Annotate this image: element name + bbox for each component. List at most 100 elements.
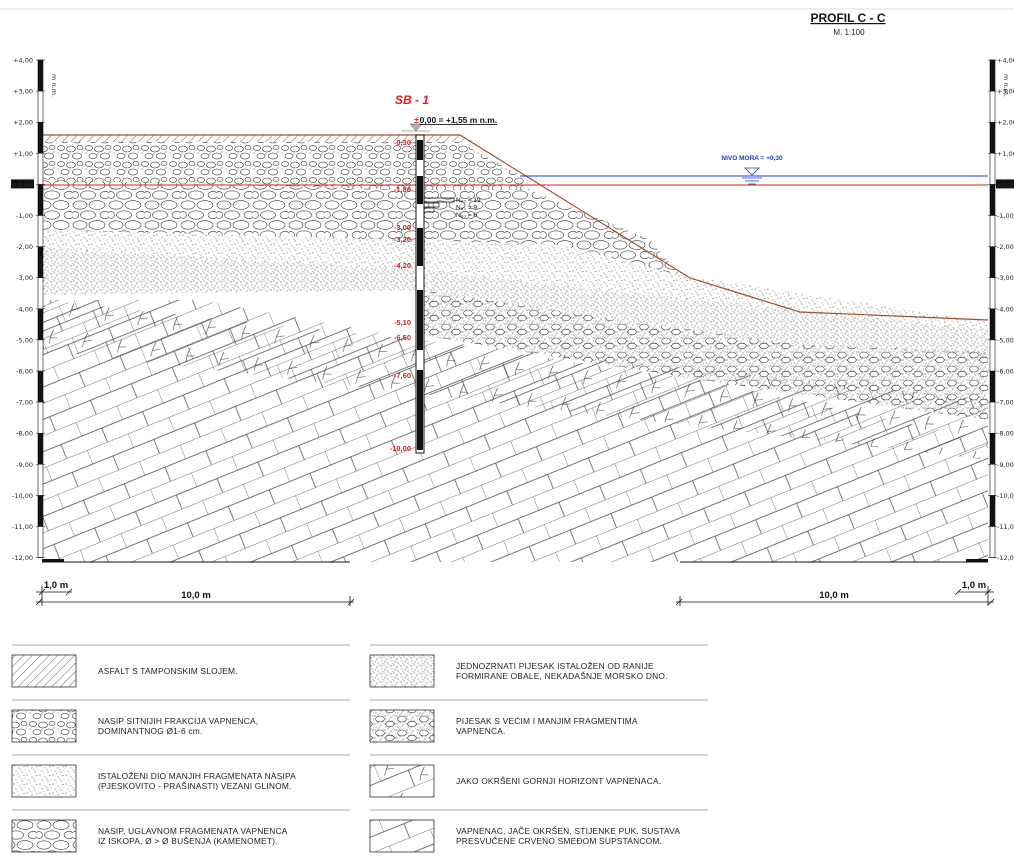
legend-label: ISTALOŽENI DIO MANJIH FRAGMENATA NASIPA: [98, 771, 296, 781]
dimension-lines: [35, 586, 995, 606]
layer-silty-fill: [42, 230, 988, 330]
ruler-units: m n.m.: [1002, 74, 1010, 97]
layer-asphalt: [42, 135, 475, 142]
dimension-small-right: 1,0 m: [962, 580, 986, 591]
legend-label: VAPNENCA.: [456, 726, 506, 736]
elevation-tick-label: -3,00: [16, 274, 33, 282]
elevation-ruler-left: +4,00 +3,00 +2,00 +1,00 ±0,00 -1,00 -2,00 -3,00…: [11, 57, 58, 562]
legend-item: NASIP SITNIJIH FRAKCIJA VAPNENCA,DOMINAN…: [11, 699, 350, 743]
elevation-tick-label: -3,00: [997, 274, 1014, 282]
elevation-tick-label: +1,00: [13, 150, 33, 158]
legend-swatch: [11, 764, 77, 798]
legend-label: PRESVUČENE CRVENO SMEĐOM SUPSTANCOM.: [456, 836, 662, 846]
spt-value: N₆₀ = 19: [456, 197, 481, 204]
layer-cobble-fill: [42, 180, 680, 275]
elevation-tick-label: +3,00: [13, 88, 33, 96]
depth-label: -3,00: [394, 223, 411, 232]
elevation-tick-label: -12,00: [12, 554, 33, 562]
legend-item: ASFALT S TAMPONSKIM SLOJEM.: [11, 644, 350, 688]
legend-item: ISTALOŽENI DIO MANJIH FRAGMENATA NASIPA(…: [11, 754, 350, 798]
legend-label: FORMIRANE OBALE, NEKADAŠNJE MORSKO DNO.: [456, 671, 668, 681]
elevation-tick-label: -6,00: [997, 368, 1014, 376]
water-level-icon: [742, 167, 762, 185]
layer-karst-upper: [42, 300, 988, 460]
legend-label: IZ ISKOPA, Ø > Ø BUŠENJA (KAMENOMET).: [98, 836, 278, 846]
elevation-tick-label: -2,00: [16, 243, 33, 251]
elevation-tick-label: -1,00: [16, 212, 33, 220]
legend-swatch: [369, 764, 435, 798]
elevation-tick-label: -11,00: [12, 523, 33, 531]
horizontal-scale-bar: [42, 559, 988, 563]
elevation-tick-label: ±0,00: [12, 181, 34, 189]
elevation-tick-label: -6,00: [16, 368, 33, 376]
depth-label: -4,20: [394, 261, 411, 270]
legend-label: VAPNENAC, JAČE OKRŠEN, STIJENKE PUK. SUS…: [456, 826, 680, 836]
dimension-small-left: 1,0 m: [44, 580, 68, 591]
elevation-tick-label: -5,00: [997, 336, 1014, 344]
elevation-tick-label: +3,00: [997, 88, 1014, 96]
legend-label: NASIP SITNIJIH FRAKCIJA VAPNENCA,: [98, 716, 258, 726]
depth-label: -3,20: [394, 235, 411, 244]
legend-item: JEDNOZRNATI PIJESAK ISTALOŽEN OD RANIJEF…: [369, 644, 708, 688]
elevation-ruler-right: +4,00 +3,00 +2,00 +1,00 ±0,00 -1,00 -2,00 -3,00…: [988, 57, 1014, 562]
elevation-tick-label: -4,00: [997, 305, 1014, 313]
legend-label: JEDNOZRNATI PIJESAK ISTALOŽEN OD RANIJE: [456, 661, 654, 671]
elevation-tick-label: -7,00: [16, 399, 33, 407]
elevation-tick-label: +1,00: [997, 150, 1014, 158]
layer-fine-gravel-fill: [42, 142, 530, 190]
dimension-big-right: 10,0 m: [819, 590, 849, 601]
legend-label: DOMINANTNOG Ø1-6 cm.: [98, 726, 203, 736]
soil-layers: [42, 135, 988, 562]
elevation-tick-label: -10,00: [12, 492, 33, 500]
elevation-tick-label: +4,00: [13, 57, 33, 65]
elevation-tick-label: -8,00: [997, 430, 1014, 438]
spt-value: N₆₀ = 6: [456, 212, 477, 219]
legend-swatch: [11, 709, 77, 743]
ruler-units: m n.m.: [50, 74, 58, 97]
elevation-tick-label: -7,00: [997, 399, 1014, 407]
borehole-id: SB - 1: [395, 93, 429, 107]
legend-item: PIJESAK S VEĆIM I MANJIM FRAGMENTIMAVAPN…: [369, 699, 708, 743]
elevation-tick-label: -11,00: [997, 523, 1014, 531]
legend-swatch: [369, 819, 435, 853]
elevation-tick-label: -8,00: [16, 430, 33, 438]
elevation-tick-label: +2,00: [997, 119, 1014, 127]
layer-single-grain-sand: [42, 248, 988, 355]
depth-label: -10,00: [390, 444, 411, 453]
borehole-datum-marker: [402, 123, 430, 132]
legend-item: VAPNENAC, JAČE OKRŠEN, STIJENKE PUK. SUS…: [369, 809, 708, 853]
sea-level-label: NIVO MORA = +0,30: [721, 155, 783, 162]
profile-title: PROFIL C - C: [810, 11, 885, 25]
depth-label: -6,50: [394, 333, 411, 342]
legend-label: ASFALT S TAMPONSKIM SLOJEM.: [98, 666, 238, 676]
spt-value: N₆₀ = 9: [456, 205, 477, 212]
legend-item: JAKO OKRŠENI GORNJI HORIZONT VAPNENACA.: [369, 754, 708, 798]
elevation-tick-label: +4,00: [997, 57, 1014, 65]
elevation-tick-label: -12,00: [997, 554, 1014, 562]
depth-label: -1,80: [394, 185, 411, 194]
legend-swatch: [369, 654, 435, 688]
profile-scale: M. 1:100: [833, 28, 865, 37]
elevation-tick-label: ±0,00: [997, 181, 1014, 189]
elevation-tick-label: -9,00: [997, 461, 1014, 469]
borehole-depth-labels: -0,30 -1,80 -3,00 -3,20 -4,20 -5,10 -6,50 -7,60…: [390, 138, 411, 453]
elevation-tick-label: -1,00: [997, 212, 1014, 220]
layer-sand-with-fragments: [420, 290, 988, 420]
elevation-tick-label: -4,00: [16, 305, 33, 313]
legend-label: (PJESKOVITO - PRAŠINASTI) VEZANI GLINOM.: [98, 781, 292, 791]
elevation-tick-label: -10,00: [997, 492, 1014, 500]
legend-label: NASIP, UGLAVNOM FRAGMENATA VAPNENCA: [98, 826, 288, 836]
elevation-tick-label: +2,00: [13, 119, 33, 127]
depth-label: -5,10: [394, 318, 411, 327]
depth-label: -7,60: [394, 371, 411, 380]
legend-swatch: [11, 654, 77, 688]
elevation-tick-label: -9,00: [16, 461, 33, 469]
elevation-tick-label: -5,00: [16, 336, 33, 344]
legend-swatch: [11, 819, 77, 853]
terrain-surface: [42, 134, 989, 321]
dimension-big-left: 10,0 m: [181, 590, 211, 601]
depth-label: -0,30: [394, 138, 411, 147]
